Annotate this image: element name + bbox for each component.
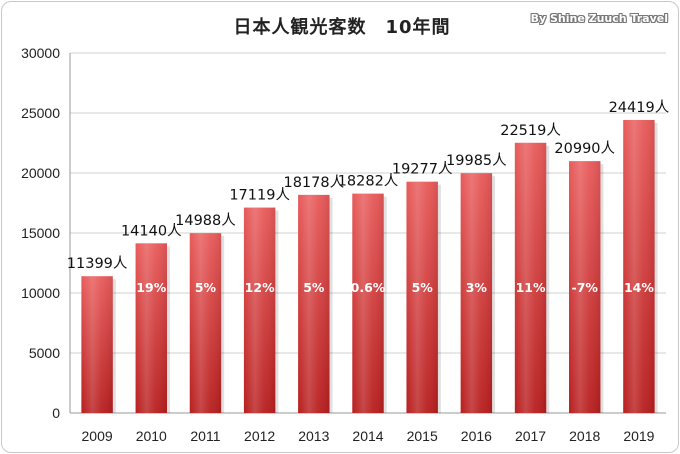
bar-highlight — [514, 142, 547, 413]
data-label: 24419人 — [609, 99, 670, 116]
data-label: 17119人 — [229, 187, 290, 204]
labels-layer: 0 5000 10000 15000 20000 25000 30000 2009 11399人… — [21, 45, 669, 444]
x-tick-label: 2015 — [407, 428, 438, 444]
data-label: 19985人 — [446, 152, 507, 169]
data-label: 20990人 — [554, 140, 615, 157]
bar-highlight — [569, 161, 601, 413]
bar-highlight — [81, 276, 113, 413]
x-tick-label: 2011 — [190, 428, 220, 444]
growth-label: 19% — [136, 280, 166, 295]
bar-highlight — [298, 194, 330, 413]
x-tick-label: 2013 — [298, 428, 329, 444]
bar-highlight — [352, 193, 384, 413]
y-tick-label: 0 — [52, 405, 60, 421]
bar-highlight — [135, 243, 167, 413]
bar-highlight — [189, 233, 222, 413]
growth-label: 14% — [624, 280, 654, 295]
x-tick-label: 2019 — [623, 428, 654, 444]
data-label: 22519人 — [500, 122, 561, 139]
x-tick-label: 2012 — [244, 428, 275, 444]
bars-layer — [81, 119, 658, 414]
bar-highlight — [623, 119, 655, 414]
bar-highlight — [406, 181, 438, 413]
data-label: 11399人 — [67, 255, 128, 272]
y-tick-label: 30000 — [21, 45, 60, 61]
growth-label: 11% — [516, 280, 546, 295]
y-tick-label: 5000 — [29, 345, 60, 361]
growth-label: 5% — [303, 280, 325, 295]
y-tick-label: 25000 — [21, 105, 60, 121]
x-tick-label: 2010 — [136, 428, 167, 444]
chart-title: 日本人観光客数 10年間 — [233, 17, 451, 38]
data-label: 18178人 — [283, 174, 344, 191]
bar-highlight — [460, 173, 493, 413]
data-label: 14140人 — [121, 222, 182, 239]
x-tick-label: 2018 — [569, 428, 600, 444]
y-tick-label: 10000 — [21, 285, 60, 301]
x-tick-label: 2016 — [461, 428, 492, 444]
data-label: 18282人 — [338, 173, 399, 190]
growth-label: 0.6% — [351, 280, 386, 295]
data-label: 14988人 — [175, 212, 236, 229]
growth-label: 12% — [245, 280, 275, 295]
growth-label: 5% — [195, 280, 217, 295]
y-tick-label: 20000 — [21, 165, 60, 181]
bar-highlight — [243, 207, 276, 413]
watermark: By Shine Zuuch Travel — [530, 12, 668, 25]
x-tick-label: 2017 — [515, 428, 546, 444]
growth-label: 3% — [466, 280, 488, 295]
x-tick-label: 2009 — [82, 428, 113, 444]
growth-label: 5% — [412, 280, 434, 295]
x-tick-label: 2014 — [352, 428, 383, 444]
y-tick-label: 15000 — [21, 225, 60, 241]
data-label: 19277人 — [392, 161, 453, 178]
growth-label: -7% — [572, 280, 599, 295]
